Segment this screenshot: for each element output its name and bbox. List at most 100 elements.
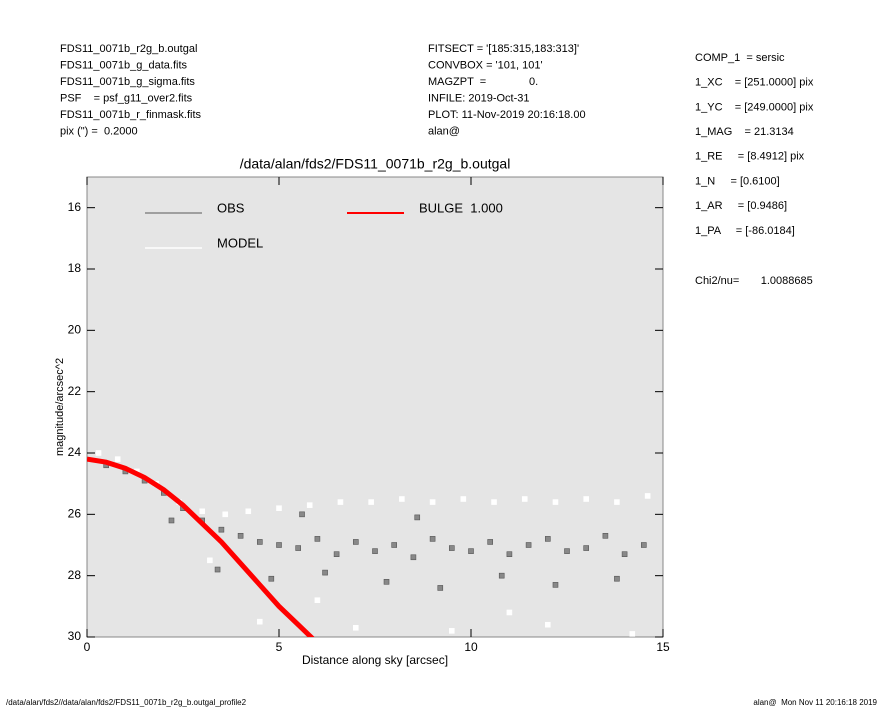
- data-point: [168, 517, 175, 524]
- header-left: PSF = psf_g11_over2.fits: [60, 92, 193, 104]
- data-point: [383, 578, 390, 585]
- data-point: [95, 450, 102, 456]
- data-point: [256, 539, 263, 545]
- footer-right: alan@ Mon Nov 11 20:16:18 2019: [753, 698, 877, 707]
- data-point: [414, 514, 421, 521]
- data-point: [614, 575, 620, 582]
- header-middle: PLOT: 11-Nov-2019 20:16:18.00: [428, 109, 586, 121]
- legend-label: OBS: [217, 200, 245, 215]
- x-tick-label: 10: [464, 640, 478, 654]
- data-point: [506, 609, 513, 616]
- y-tick-label: 20: [68, 323, 82, 337]
- param: 1_XC = [251.0000] pix: [695, 77, 814, 89]
- data-point: [207, 557, 213, 564]
- header-left: FDS11_0071b_r2g_b.outgal: [60, 43, 197, 55]
- param: 1_MAG = 21.3134: [695, 126, 794, 138]
- data-point: [491, 499, 497, 505]
- plot-area: [86, 176, 664, 638]
- param: 1_N = [0.6100]: [695, 175, 780, 187]
- data-point: [544, 536, 551, 542]
- data-point: [498, 572, 505, 579]
- data-point: [314, 597, 321, 604]
- data-point: [552, 499, 559, 505]
- legend-label: MODEL: [217, 235, 263, 250]
- footer-left: /data/alan/fds2//data/alan/fds2/FDS11_00…: [6, 698, 247, 707]
- header-middle: FITSECT = '[185:315,183:313]': [428, 43, 579, 55]
- x-tick-label: 0: [84, 640, 91, 654]
- data-point: [352, 624, 359, 631]
- y-tick-label: 18: [68, 261, 82, 275]
- y-tick-label: 24: [68, 445, 82, 459]
- data-point: [552, 582, 559, 588]
- data-point: [299, 511, 305, 518]
- data-point: [237, 532, 244, 539]
- param: 1_YC = [249.0000] pix: [695, 101, 814, 113]
- data-point: [218, 526, 225, 533]
- data-point: [468, 548, 474, 554]
- data-point: [437, 585, 444, 591]
- data-point: [268, 575, 275, 582]
- data-point: [276, 542, 282, 548]
- data-point: [448, 628, 455, 634]
- data-point: [314, 536, 321, 542]
- y-axis-label: magnitude/arcsec^2: [54, 358, 66, 456]
- chi2: Chi2/nu= 1.0088685: [695, 275, 813, 287]
- header-left: FDS11_0071b_r_finmask.fits: [60, 109, 202, 121]
- y-tick-label: 26: [68, 507, 82, 521]
- param: 1_RE = [8.4912] pix: [695, 151, 805, 163]
- data-point: [114, 456, 121, 462]
- x-axis-label: Distance along sky [arcsec]: [302, 653, 448, 667]
- plot-content: [87, 450, 651, 637]
- data-point: [640, 542, 647, 548]
- data-point: [391, 542, 398, 548]
- param: 1_PA = [-86.0184]: [695, 225, 795, 237]
- param: 1_AR = [0.9486]: [695, 200, 787, 212]
- header-left: FDS11_0071b_g_sigma.fits: [60, 76, 195, 88]
- legend-label: BULGE 1.000: [419, 200, 503, 215]
- data-point: [306, 502, 313, 508]
- data-point: [399, 496, 405, 502]
- model-line: [87, 456, 315, 637]
- header-left: pix (") = 0.2000: [60, 125, 138, 137]
- data-point: [295, 545, 302, 551]
- data-point: [352, 539, 359, 545]
- data-point: [621, 551, 628, 558]
- data-point: [448, 545, 455, 551]
- data-point: [564, 548, 570, 554]
- data-point: [333, 551, 340, 558]
- data-point: [410, 554, 417, 561]
- data-point: [372, 548, 378, 554]
- data-point: [583, 545, 590, 551]
- data-point: [276, 505, 282, 512]
- param: COMP_1 = sersic: [695, 52, 785, 64]
- data-point: [429, 536, 436, 542]
- data-point: [644, 493, 651, 499]
- data-point: [245, 508, 252, 515]
- data-point: [199, 508, 205, 515]
- y-tick-label: 30: [68, 629, 82, 643]
- data-point: [322, 569, 328, 576]
- y-tick-label: 22: [68, 384, 82, 398]
- header-middle: MAGZPT = 0.: [428, 76, 538, 88]
- data-point: [337, 499, 344, 505]
- data-point: [525, 542, 532, 548]
- data-point: [214, 566, 221, 573]
- data-point: [256, 618, 263, 625]
- chart-title: /data/alan/fds2/FDS11_0071b_r2g_b.outgal: [240, 156, 511, 172]
- x-tick-label: 15: [656, 640, 670, 654]
- data-point: [506, 551, 513, 558]
- data-point: [602, 532, 609, 539]
- data-point: [521, 496, 528, 502]
- x-tick-label: 5: [276, 640, 283, 654]
- data-point: [460, 496, 467, 502]
- y-tick-label: 28: [68, 568, 82, 582]
- data-point: [583, 496, 590, 502]
- data-point: [487, 539, 494, 545]
- data-point: [614, 499, 620, 505]
- header-middle: INFILE: 2019-Oct-31: [428, 92, 530, 104]
- data-point: [544, 621, 551, 628]
- y-tick-label: 16: [68, 200, 82, 214]
- data-point: [368, 499, 374, 505]
